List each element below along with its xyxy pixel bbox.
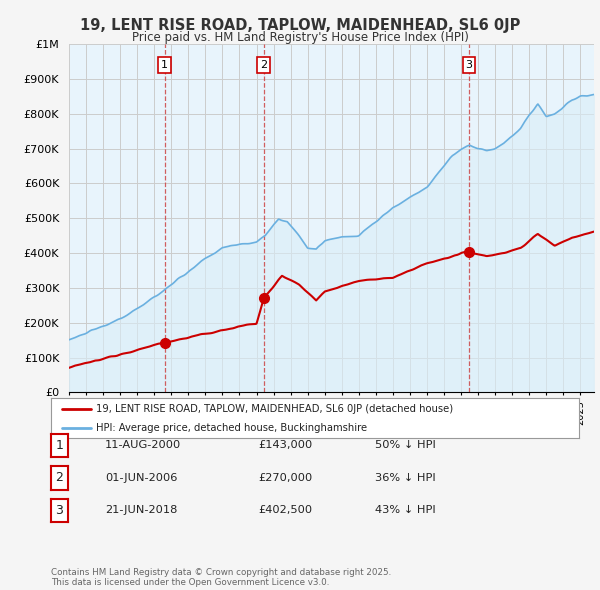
Text: £143,000: £143,000 (258, 441, 312, 450)
Text: 2: 2 (55, 471, 64, 484)
Text: 3: 3 (55, 504, 64, 517)
Text: 1: 1 (161, 60, 168, 70)
Text: £270,000: £270,000 (258, 473, 312, 483)
Text: 3: 3 (466, 60, 473, 70)
Text: £402,500: £402,500 (258, 506, 312, 515)
Text: Contains HM Land Registry data © Crown copyright and database right 2025.
This d: Contains HM Land Registry data © Crown c… (51, 568, 391, 587)
Text: 36% ↓ HPI: 36% ↓ HPI (375, 473, 436, 483)
Text: 19, LENT RISE ROAD, TAPLOW, MAIDENHEAD, SL6 0JP (detached house): 19, LENT RISE ROAD, TAPLOW, MAIDENHEAD, … (96, 404, 453, 414)
Text: Price paid vs. HM Land Registry's House Price Index (HPI): Price paid vs. HM Land Registry's House … (131, 31, 469, 44)
Text: 21-JUN-2018: 21-JUN-2018 (105, 506, 178, 515)
Text: 50% ↓ HPI: 50% ↓ HPI (375, 441, 436, 450)
Text: 01-JUN-2006: 01-JUN-2006 (105, 473, 178, 483)
Text: 1: 1 (55, 439, 64, 452)
Text: 11-AUG-2000: 11-AUG-2000 (105, 441, 181, 450)
Text: HPI: Average price, detached house, Buckinghamshire: HPI: Average price, detached house, Buck… (96, 422, 367, 432)
Text: 43% ↓ HPI: 43% ↓ HPI (375, 506, 436, 515)
Text: 19, LENT RISE ROAD, TAPLOW, MAIDENHEAD, SL6 0JP: 19, LENT RISE ROAD, TAPLOW, MAIDENHEAD, … (80, 18, 520, 32)
Text: 2: 2 (260, 60, 267, 70)
